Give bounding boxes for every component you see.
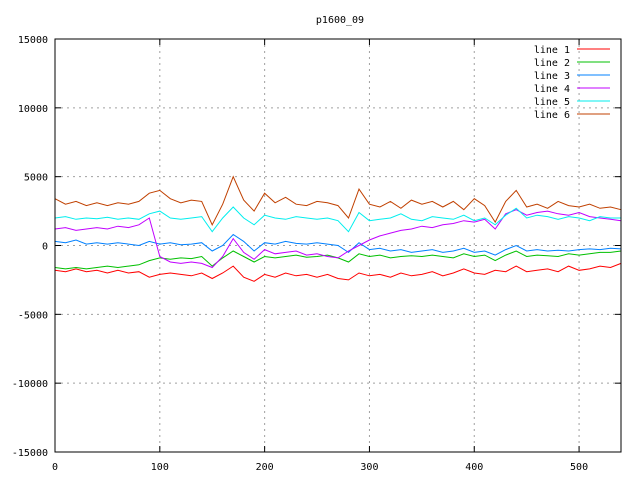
series-line-1 bbox=[54, 262, 622, 282]
y-tick-label: 0 bbox=[42, 242, 48, 253]
axis-ticks: 0 100 200 300 400 500 -15000 -10000 -5000 0 5000 10… bbox=[12, 35, 621, 473]
y-tick-label: -5000 bbox=[18, 310, 48, 321]
series-line-4 bbox=[54, 209, 622, 269]
y-tick-label: 15000 bbox=[18, 35, 48, 46]
series-lines bbox=[54, 175, 622, 282]
series-line-5 bbox=[54, 206, 621, 233]
y-tick-label: 5000 bbox=[24, 173, 48, 184]
x-tick-label: 100 bbox=[151, 462, 169, 473]
legend-label: line 4 bbox=[534, 84, 570, 95]
x-tick-label: 200 bbox=[256, 462, 274, 473]
y-tick-label: -10000 bbox=[12, 379, 48, 390]
y-tick-label: -15000 bbox=[12, 448, 48, 459]
x-tick-label: 400 bbox=[465, 462, 483, 473]
chart-title: p1600_09 bbox=[316, 15, 364, 26]
y-tick-label: 10000 bbox=[18, 104, 48, 115]
x-tick-label: 0 bbox=[52, 462, 58, 473]
legend-label: line 3 bbox=[534, 71, 570, 82]
series-line-2 bbox=[54, 250, 622, 270]
legend-label: line 5 bbox=[534, 97, 570, 108]
legend-label: line 1 bbox=[534, 45, 570, 56]
legend-label: line 2 bbox=[534, 58, 570, 69]
legend-label: line 6 bbox=[534, 110, 570, 121]
x-tick-label: 500 bbox=[570, 462, 588, 473]
series-line-3 bbox=[54, 233, 622, 256]
series-line-6 bbox=[54, 175, 622, 226]
x-tick-label: 300 bbox=[360, 462, 378, 473]
legend: line 1 line 2 line 3 line 4 line 5 line 6 bbox=[534, 45, 610, 121]
